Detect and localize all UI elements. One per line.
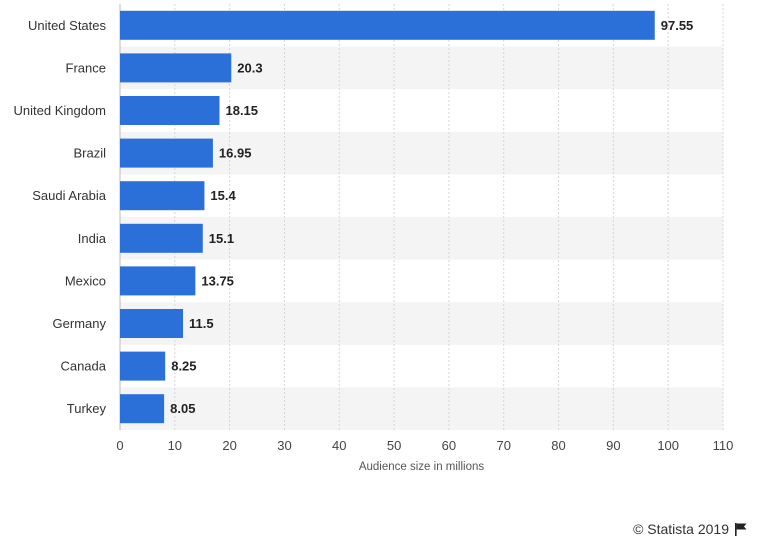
bar[interactable] [120, 351, 166, 381]
flag-icon[interactable] [734, 522, 748, 536]
bar-chart: United States France United Kingdom Brazil S… [14, 4, 733, 473]
credit-text: © Statista 2019 [633, 521, 729, 537]
value-label: 13.75 [201, 273, 234, 288]
value-label: 97.55 [661, 18, 694, 33]
bar[interactable] [120, 138, 213, 168]
category-label: France [66, 60, 106, 75]
row-background [120, 131, 723, 175]
bar[interactable] [120, 10, 655, 40]
value-label: 16.95 [219, 146, 252, 161]
category-label: Canada [60, 359, 106, 374]
category-label: United States [28, 18, 107, 33]
x-tick-label: 0 [116, 438, 123, 453]
value-label: 8.05 [170, 401, 195, 416]
value-label: 18.15 [225, 103, 258, 118]
x-tick-label: 80 [551, 438, 565, 453]
x-tick-label: 30 [277, 438, 291, 453]
bar[interactable] [120, 96, 220, 125]
x-tick-label: 40 [332, 438, 346, 453]
row-background [120, 302, 723, 345]
x-tick-label: 70 [496, 438, 510, 453]
category-label: India [78, 231, 107, 246]
x-tick-label: 60 [442, 438, 456, 453]
category-label: Mexico [65, 273, 106, 288]
bar[interactable] [120, 223, 203, 253]
value-label: 20.3 [237, 60, 262, 75]
x-tick-label: 110 [713, 438, 734, 453]
value-label: 11.5 [189, 316, 214, 331]
category-label: Germany [53, 316, 107, 331]
value-label: 15.1 [209, 231, 234, 246]
x-tick-label: 20 [222, 438, 236, 453]
x-tick-label: 90 [606, 438, 620, 453]
bar[interactable] [120, 181, 205, 211]
credit[interactable]: © Statista 2019 [633, 521, 748, 537]
bars [120, 10, 655, 424]
row-backgrounds [120, 46, 723, 430]
category-labels: United States France United Kingdom Brazil S… [14, 18, 107, 416]
row-background [120, 217, 723, 260]
x-axis-title: Audience size in millions [359, 461, 485, 473]
row-background [120, 387, 723, 430]
x-tick-labels: 0 10 20 30 40 50 60 70 80 90 100 110 [116, 438, 733, 453]
bar[interactable] [120, 394, 165, 424]
category-label: Saudi Arabia [32, 188, 106, 203]
gridlines [119, 4, 724, 430]
value-label: 15.4 [210, 188, 236, 203]
bar[interactable] [120, 309, 184, 338]
category-label: Brazil [73, 146, 106, 161]
category-label: United Kingdom [14, 103, 107, 118]
x-tick-label: 10 [168, 438, 182, 453]
bar[interactable] [120, 53, 232, 83]
x-tick-label: 100 [657, 438, 679, 453]
x-tick-label: 50 [387, 438, 401, 453]
value-labels: 97.55 20.3 18.15 16.95 15.4 15.1 13.75 11.5 8.25… [170, 18, 693, 416]
bar[interactable] [120, 266, 196, 296]
value-label: 8.25 [171, 359, 196, 374]
category-label: Turkey [67, 401, 107, 416]
